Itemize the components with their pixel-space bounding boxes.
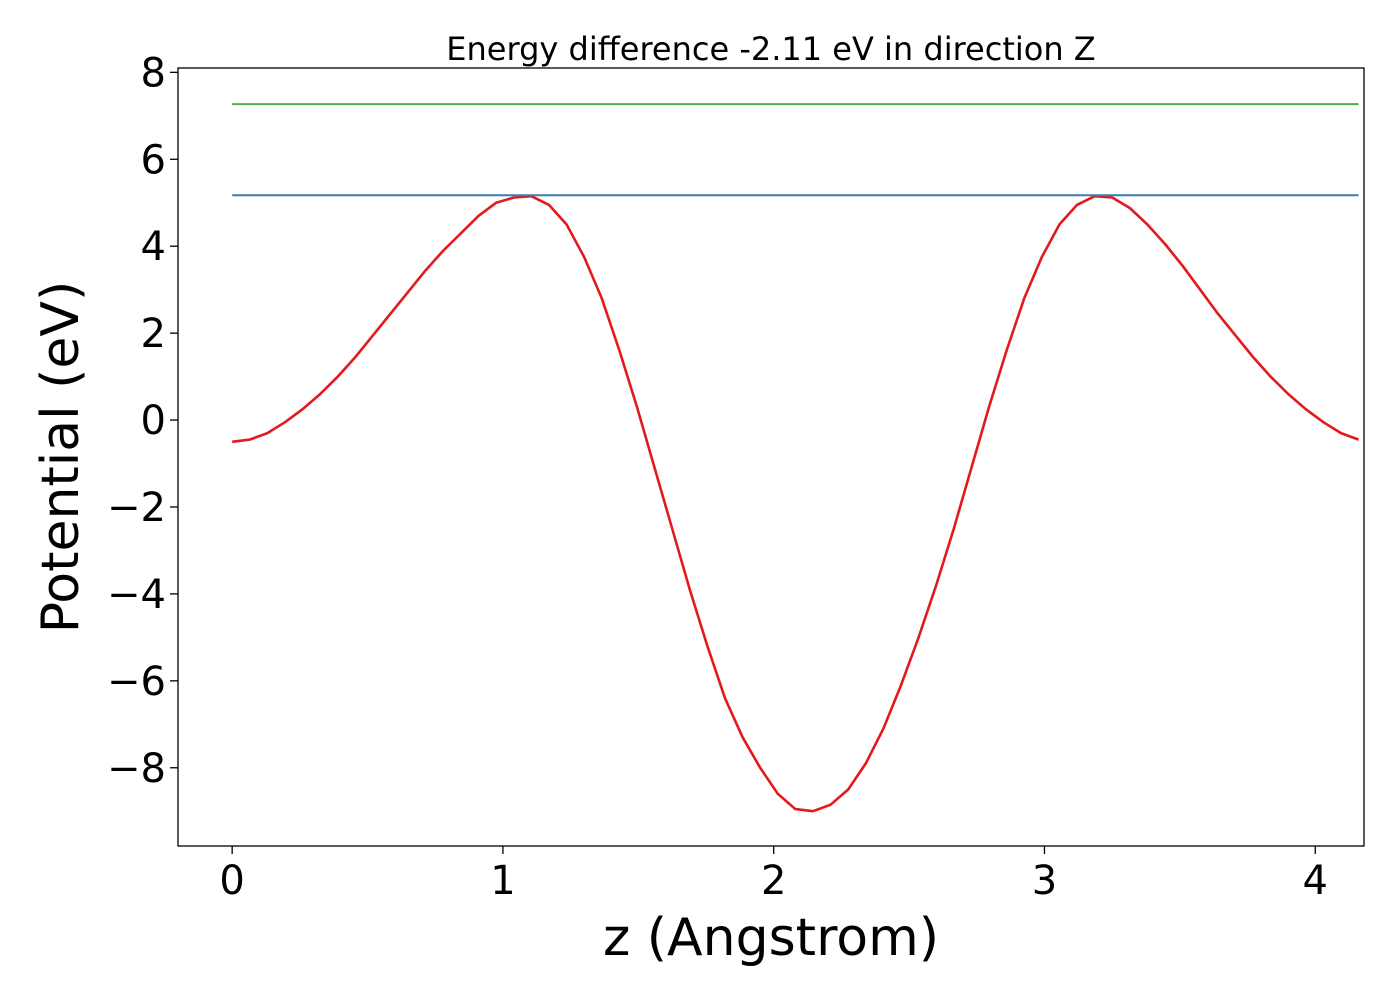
y-tick-label: 6 [141,137,166,183]
x-tick-label: 2 [761,858,786,904]
x-axis: 0 1 2 3 4 [219,846,1328,904]
y-tick-label: −6 [107,659,166,705]
potential-curve [232,194,1360,813]
y-tick-label: −2 [107,485,166,531]
x-tick-label: 3 [1032,858,1057,904]
plot-frame [177,67,1365,847]
x-tick-label: 1 [490,858,515,904]
y-axis-label: Potential (eV) [31,281,91,633]
y-tick-label: 2 [141,311,166,357]
y-tick-label: −4 [107,572,166,618]
x-tick-label: 0 [219,858,244,904]
y-tick-label: 0 [141,398,166,444]
chart-title: Energy difference -2.11 eV in direction … [446,30,1095,68]
y-tick-label: 8 [141,50,166,96]
x-axis-label: z (Angstrom) [603,908,939,968]
plot-lines [232,103,1360,813]
y-tick-label: −8 [107,746,166,792]
y-tick-label: 4 [141,224,166,270]
x-tick-label: 4 [1303,858,1328,904]
y-axis: 8 6 4 2 0 −2 −4 −6 −8 [107,50,178,792]
